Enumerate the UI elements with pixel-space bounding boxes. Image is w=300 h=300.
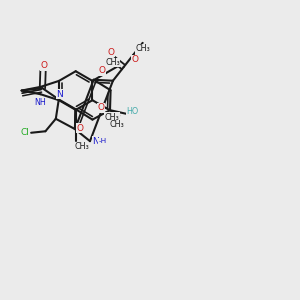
Text: CH₃: CH₃	[109, 120, 124, 129]
Text: Cl: Cl	[20, 128, 29, 137]
Text: -H: -H	[98, 138, 106, 144]
Text: O: O	[107, 48, 114, 57]
Text: O: O	[99, 66, 106, 75]
Text: NH: NH	[34, 98, 46, 107]
Text: O: O	[77, 124, 84, 133]
Text: N: N	[92, 137, 99, 146]
Text: CH₃: CH₃	[74, 142, 89, 151]
Text: CH₃: CH₃	[136, 44, 151, 53]
Text: N: N	[56, 90, 63, 99]
Text: CH₃: CH₃	[104, 113, 119, 122]
Text: O: O	[131, 55, 138, 64]
Text: CH₃: CH₃	[105, 58, 120, 67]
Text: O: O	[98, 103, 105, 112]
Text: HO: HO	[126, 107, 139, 116]
Text: O: O	[40, 61, 47, 70]
